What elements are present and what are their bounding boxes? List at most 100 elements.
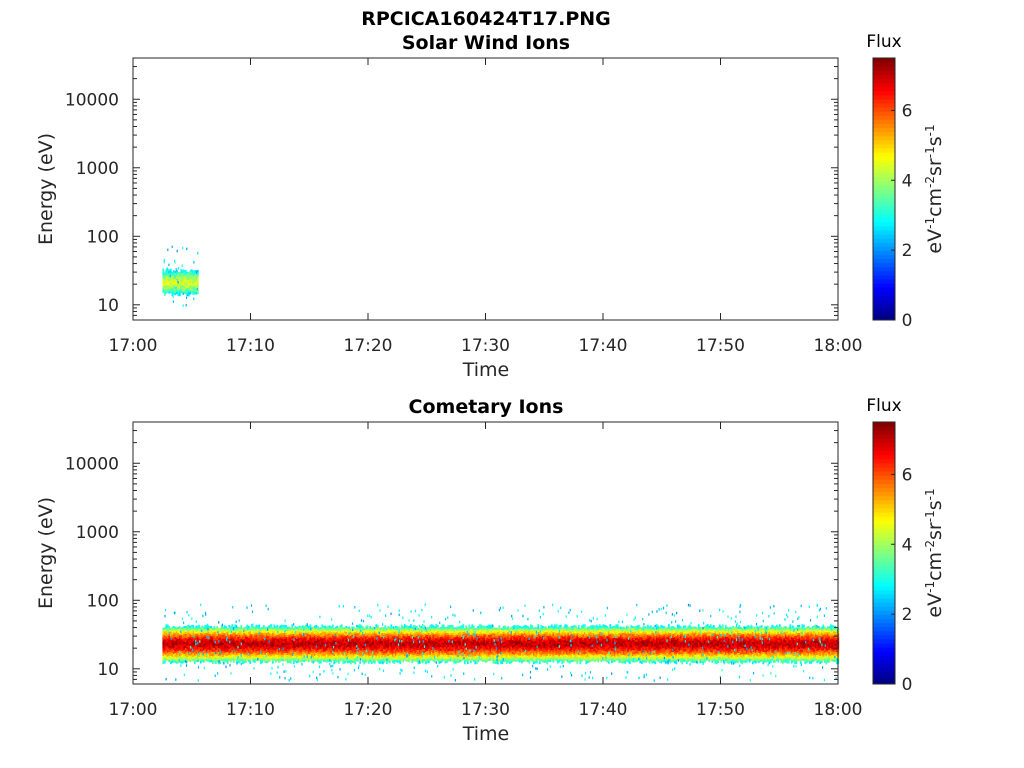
heatmap-cell (318, 651, 321, 654)
heatmap-cell (408, 650, 411, 653)
heatmap-cell (304, 656, 307, 659)
heatmap-cell (300, 654, 303, 657)
heatmap-cell (363, 650, 366, 653)
heatmap-cell (223, 653, 226, 656)
heatmap-cell (163, 657, 166, 660)
heatmap-cell (246, 634, 249, 637)
heatmap-cell (178, 291, 181, 295)
heatmap-cell (390, 644, 393, 647)
heatmap-cell (486, 647, 489, 650)
heatmap-cell (243, 651, 246, 654)
heatmap-cell (328, 651, 331, 654)
heatmap-cell (186, 649, 189, 652)
heatmap-cell (370, 637, 373, 640)
heatmap-cell (541, 660, 544, 663)
heatmap-cell (400, 638, 403, 641)
heatmap-cell (205, 624, 208, 628)
heatmap-cell (379, 643, 382, 646)
heatmap-cell (292, 653, 295, 657)
heatmap-cell (162, 268, 165, 271)
heatmap-cell (504, 639, 507, 642)
heatmap-cell (384, 635, 387, 638)
heatmap-cell (534, 643, 537, 646)
heatmap-cell (483, 647, 486, 650)
heatmap-cell (261, 628, 264, 632)
heatmap-cell (492, 659, 495, 662)
heatmap-cell (523, 641, 526, 644)
heatmap-cell (448, 649, 451, 652)
heatmap-cell (459, 659, 462, 663)
heatmap-cell (543, 632, 546, 635)
heatmap-cell (222, 630, 225, 634)
heatmap-cell (333, 634, 336, 637)
heatmap-cell (393, 659, 396, 662)
heatmap-cell (504, 629, 507, 632)
heatmap-cell (177, 273, 180, 277)
heatmap-cell (547, 625, 550, 628)
heatmap-cell (274, 640, 277, 643)
heatmap-cell (225, 630, 228, 633)
heatmap-cell (217, 636, 220, 639)
heatmap-cell (261, 646, 264, 650)
heatmap-cell (295, 656, 298, 660)
heatmap-cell (316, 660, 319, 663)
heatmap-cell (421, 643, 424, 646)
heatmap-cell (490, 634, 493, 637)
heatmap-cell (177, 635, 180, 638)
heatmap-cell (487, 650, 490, 653)
heatmap-cell (534, 659, 537, 662)
heatmap-cell (415, 635, 418, 639)
heatmap-cell (388, 633, 391, 636)
heatmap-cell (310, 626, 313, 629)
heatmap-cell (424, 642, 427, 645)
heatmap-cell (259, 639, 262, 643)
heatmap-cell (228, 629, 231, 632)
colorbar-label: eV-1cm-2sr-1s-1 (923, 124, 946, 253)
heatmap-cell (204, 647, 207, 650)
heatmap-cell (318, 653, 321, 656)
heatmap-cell (286, 631, 289, 634)
heatmap-cell (246, 658, 249, 661)
heatmap-cell (375, 646, 378, 649)
heatmap-cell (289, 657, 292, 660)
heatmap-cell (312, 631, 315, 634)
heatmap-cell (433, 650, 436, 653)
heatmap-cell (429, 624, 432, 627)
heatmap-cell (456, 642, 459, 645)
heatmap-cell (472, 631, 475, 634)
heatmap-cell (247, 631, 250, 635)
heatmap-cell (327, 649, 330, 652)
heatmap-cell (292, 641, 295, 645)
heatmap-cell (246, 630, 249, 633)
heatmap-cell (256, 643, 259, 646)
heatmap-cell (195, 629, 198, 632)
heatmap-cell (192, 630, 195, 634)
heatmap-cell (403, 628, 406, 631)
heatmap-cell (313, 645, 316, 648)
heatmap-cell (274, 652, 277, 655)
heatmap-cell (202, 646, 205, 649)
heatmap-cell (226, 631, 229, 635)
heatmap-cell (279, 625, 282, 628)
heatmap-cell (462, 644, 465, 647)
heatmap-cell (352, 656, 355, 659)
heatmap-cell (420, 633, 423, 637)
heatmap-cell (210, 648, 213, 651)
heatmap-cell (463, 629, 466, 633)
heatmap-cell (195, 637, 198, 640)
heatmap-cell (312, 661, 315, 664)
heatmap-cell (487, 642, 490, 645)
heatmap-cell (309, 624, 312, 627)
heatmap-cell (457, 636, 460, 639)
heatmap-cell (189, 635, 192, 639)
heatmap-cell (513, 647, 516, 650)
heatmap-cell (504, 657, 507, 660)
heatmap-cell (243, 639, 246, 642)
heatmap-cell (417, 658, 420, 661)
heatmap-cell (453, 635, 456, 638)
heatmap-cell (334, 640, 337, 643)
heatmap-cell (274, 638, 277, 641)
heatmap-cell (481, 659, 484, 662)
heatmap-cell (262, 655, 265, 658)
